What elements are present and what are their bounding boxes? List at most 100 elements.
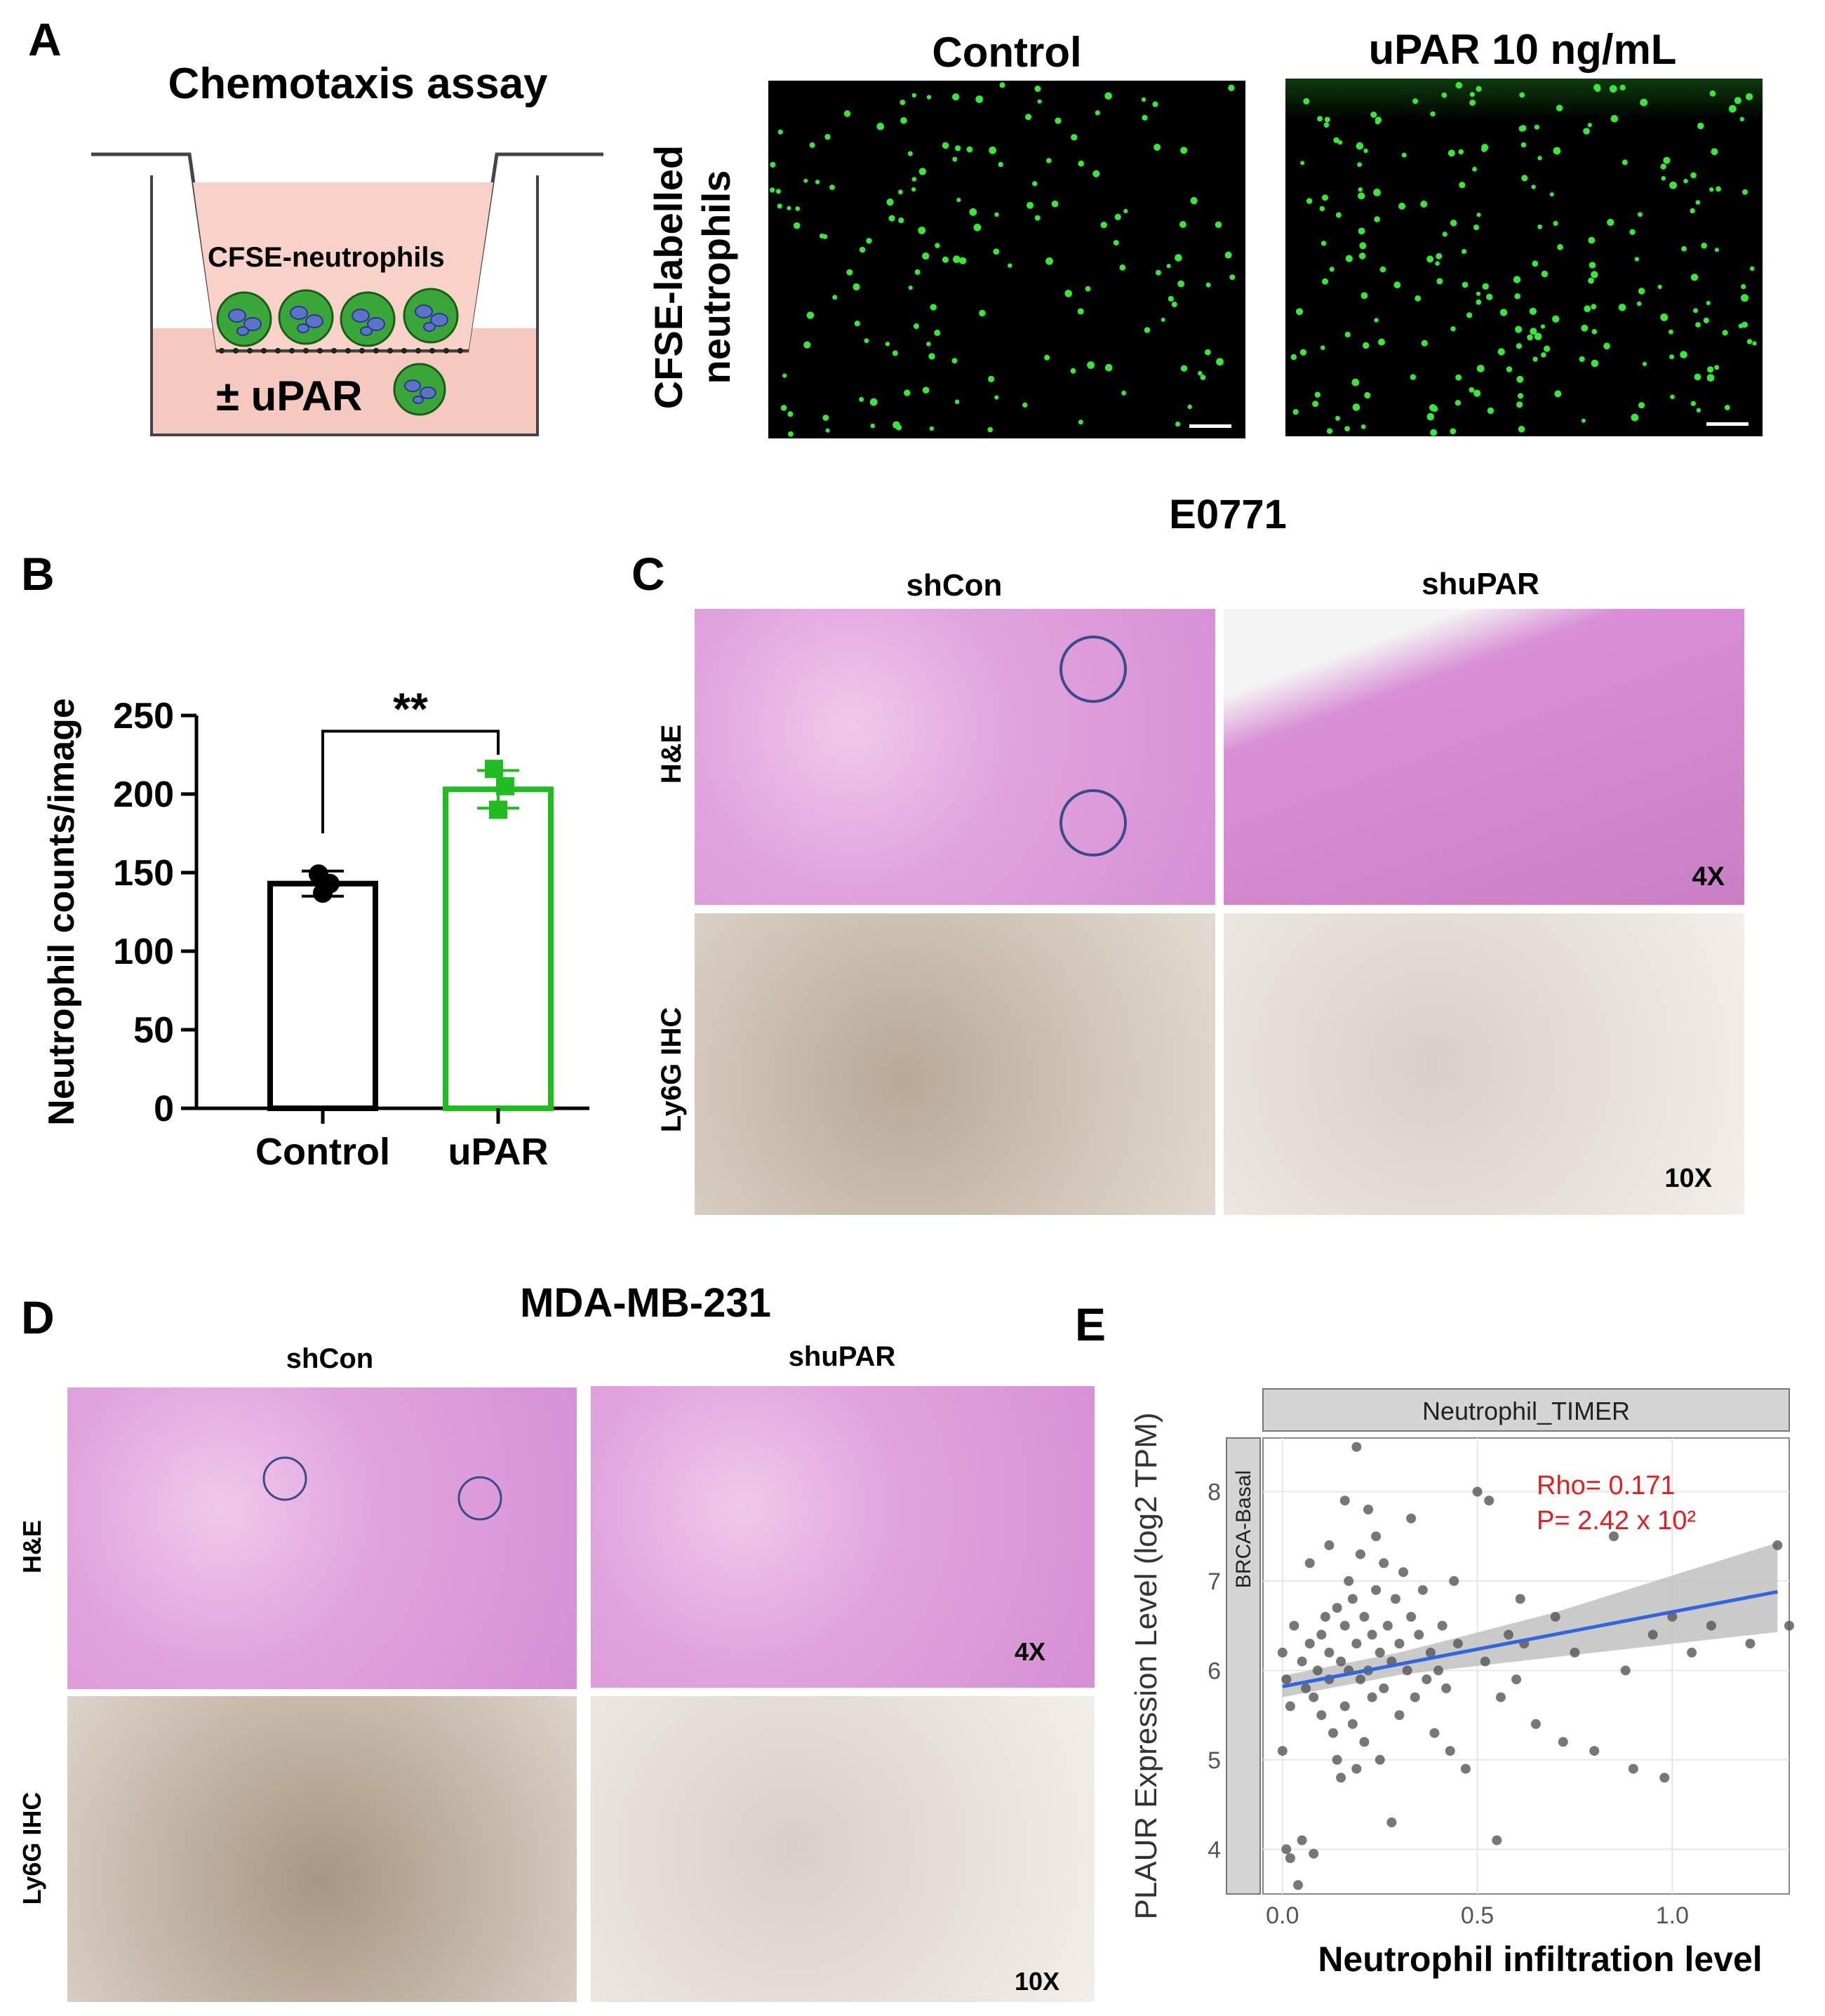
- bar-control: [267, 880, 378, 1111]
- neutrophil-dot: [853, 283, 860, 291]
- data-point: [1324, 1647, 1335, 1658]
- neutrophil-dot: [1631, 413, 1639, 422]
- data-point: [1316, 1629, 1327, 1640]
- neutrophil-dot: [1741, 284, 1746, 290]
- neutrophil-dot: [777, 203, 782, 209]
- neutrophil-dot: [1670, 394, 1675, 400]
- neutrophil-dot: [1728, 105, 1737, 113]
- data-point: [1344, 1575, 1354, 1586]
- neutrophil-dot: [1619, 84, 1626, 90]
- neutrophil-dot: [1161, 317, 1165, 322]
- x-category-label: Control: [255, 1131, 390, 1173]
- neutrophil-dot: [1442, 231, 1448, 237]
- x-tick-label: 0.5: [1461, 1902, 1494, 1929]
- data-point: [1390, 1594, 1400, 1604]
- data-point: [1375, 1754, 1385, 1765]
- neutrophil-dot: [911, 177, 917, 182]
- data-point: [1328, 1728, 1338, 1738]
- neutrophil-dot: [1044, 354, 1050, 361]
- rho-annotation: Rho= 0.171: [1537, 1471, 1676, 1500]
- neutrophil-dot: [1228, 84, 1235, 91]
- neutrophil-dot: [770, 161, 776, 168]
- neutrophil-dot: [1591, 329, 1598, 335]
- y-tick-label: 50: [133, 1010, 174, 1051]
- neutrophil-dot: [1709, 187, 1714, 192]
- neutrophil-dot: [1379, 266, 1386, 273]
- neutrophil-dot: [1393, 281, 1401, 289]
- neutrophil-dot: [1356, 142, 1364, 150]
- data-point: [1320, 1611, 1330, 1622]
- a-row-label-line2: neutrophils: [694, 170, 738, 384]
- data-point: [1336, 1656, 1346, 1667]
- neutrophil-dot: [1469, 92, 1475, 98]
- data-point: [1367, 1629, 1377, 1640]
- significance-stars: **: [393, 683, 428, 734]
- neutrophil-dot: [1401, 152, 1407, 158]
- neutrophil-dot: [1589, 262, 1596, 269]
- facet-strip-side: [1226, 1437, 1261, 1895]
- neutrophil-dot: [951, 358, 958, 364]
- neutrophil-dot: [1299, 349, 1307, 356]
- neutrophil-dot: [1519, 92, 1525, 98]
- data-point: [1371, 1585, 1382, 1595]
- facet-strip-top-label: Neutrophil_TIMER: [1422, 1397, 1630, 1425]
- neutrophil-dot: [1426, 255, 1434, 263]
- fluorescence-image-upar: [1285, 79, 1763, 436]
- neutrophil-dot: [1292, 409, 1299, 415]
- neutrophil-dot: [1517, 393, 1524, 399]
- neutrophil-dot: [832, 295, 838, 300]
- neutrophil-dot: [1344, 331, 1351, 338]
- neutrophil-dot: [1642, 361, 1647, 366]
- neutrophil-dot: [953, 255, 961, 264]
- neutrophil-dot: [888, 215, 895, 222]
- neutrophil-dot: [926, 342, 931, 347]
- data-point: [1558, 1737, 1568, 1747]
- insert-label: CFSE-neutrophils: [208, 242, 445, 273]
- neutrophil-dot: [1335, 415, 1340, 421]
- neutrophil-dot: [1175, 254, 1182, 262]
- neutrophil-dot: [770, 187, 775, 193]
- neutrophil-dot: [1544, 345, 1551, 352]
- data-point: [1367, 1692, 1377, 1702]
- neutrophil-dot: [1104, 363, 1113, 372]
- neutrophil-dot: [1190, 196, 1198, 205]
- data-point: [1628, 1763, 1638, 1774]
- a-col-upar: uPAR 10 ng/mL: [1368, 26, 1677, 73]
- data-point: [1359, 1737, 1370, 1747]
- data-point: [1394, 1639, 1405, 1649]
- neutrophil-dot: [892, 350, 898, 356]
- neutrophil-nuclei: [228, 304, 448, 404]
- neutrophil-dot: [1204, 349, 1211, 356]
- c-mag-4x: 4X: [1692, 862, 1725, 892]
- c-he-shupar-image: 4X: [1224, 609, 1744, 905]
- neutrophil-dot: [1361, 292, 1368, 300]
- neutrophil-dot: [787, 411, 794, 417]
- fluorescence-image-control: [768, 81, 1245, 438]
- neutrophil-dot: [1638, 288, 1645, 295]
- neutrophil-dot: [1358, 187, 1363, 192]
- data-point: [1339, 1701, 1350, 1712]
- neutrophil-dot: [777, 129, 783, 135]
- neutrophil-dot: [1450, 326, 1456, 332]
- neutrophil-dot: [1694, 373, 1702, 381]
- neutrophil-dot: [1581, 418, 1586, 423]
- neutrophil-dot: [1121, 390, 1126, 396]
- neutrophil-dot: [999, 82, 1005, 88]
- bar-chart: 0 50 100 150 200 250 Neutrophil counts/image Co…: [41, 683, 589, 1173]
- neutrophil-dot: [1693, 308, 1698, 314]
- d-mag-10x: 10X: [1014, 1967, 1059, 1996]
- neutrophil-dot: [1363, 148, 1368, 154]
- neutrophil-dot: [1487, 407, 1495, 415]
- neutrophil-dot: [1534, 332, 1542, 341]
- neutrophil-dot: [1591, 359, 1599, 368]
- data-point: [1386, 1817, 1397, 1827]
- data-point: [313, 883, 333, 903]
- neutrophil-dot: [1520, 142, 1527, 148]
- y-axis-label: Neutrophil counts/image: [41, 698, 82, 1126]
- neutrophil-dot: [1430, 429, 1438, 436]
- data-point: [1297, 1656, 1307, 1667]
- neutrophil-dot: [788, 431, 794, 437]
- neutrophil-dot: [1374, 318, 1379, 323]
- data-point: [1706, 1620, 1716, 1631]
- neutrophil-dot: [1051, 200, 1059, 208]
